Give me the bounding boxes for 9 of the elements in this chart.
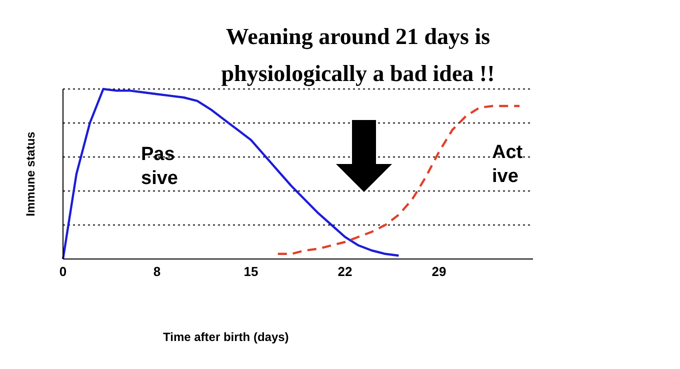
y-axis-title: Immune status (23, 131, 38, 216)
x-tick-label: 15 (244, 264, 258, 280)
x-tick-label: 29 (432, 264, 446, 280)
x-tick-label: 8 (153, 264, 161, 280)
chart-title: Weaning around 21 days is physiologically a bad idea !! (220, 23, 496, 88)
x-axis-title: Time after birth (days) (163, 330, 289, 344)
text: Pas sive (141, 143, 178, 191)
x-tick-label: 0 (59, 264, 67, 280)
x-tick-label: 22 (338, 264, 352, 280)
